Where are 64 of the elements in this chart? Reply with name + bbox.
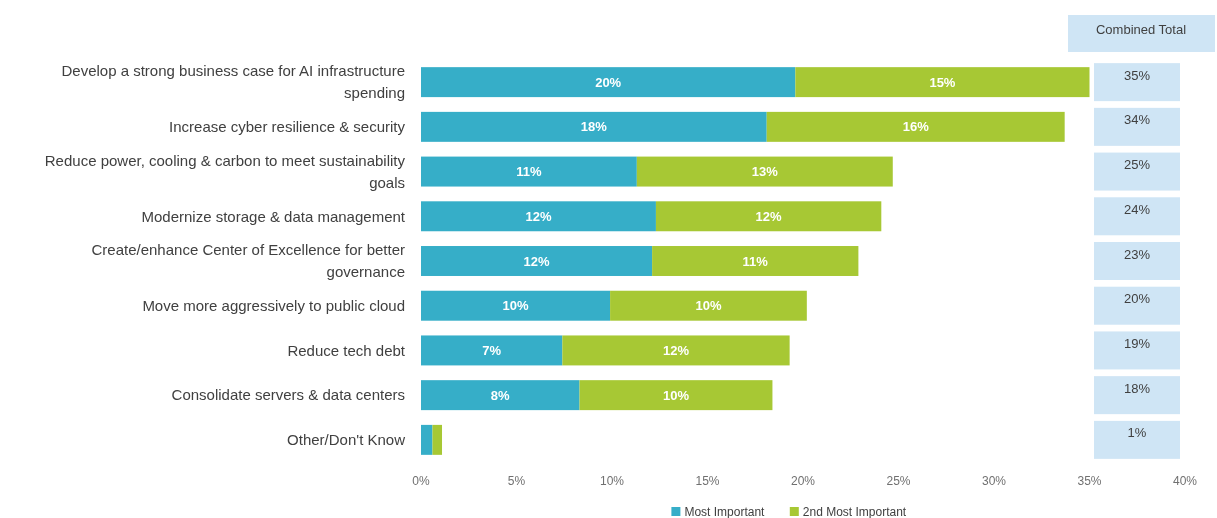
x-tick-label: 40% (1172, 474, 1198, 489)
annotation: 23% (1123, 246, 1151, 262)
x-tick-label: 0% (412, 474, 430, 489)
annotation: 34% (1123, 112, 1151, 128)
x-tick-label: 5% (507, 474, 526, 489)
bar (795, 67, 1090, 98)
y-tick-label: Increase cyber resilience & security (169, 118, 406, 136)
bar (766, 111, 1065, 142)
x-tick-label: 20% (790, 474, 816, 489)
annotation: 19% (1123, 335, 1151, 351)
bar (562, 335, 790, 366)
bar (421, 156, 637, 187)
data-label: 12% (523, 253, 550, 269)
x-tick-label: 10% (599, 474, 625, 489)
annotation: 20% (1123, 291, 1151, 307)
x-tick-label: 15% (695, 474, 720, 489)
legend-label: Most Important (684, 505, 766, 518)
bar (421, 201, 656, 232)
bar (421, 290, 611, 321)
data-label: 11% (742, 253, 769, 269)
bar (432, 424, 443, 455)
y-tick-label: Modernize storage & data management (141, 207, 406, 225)
bar (610, 290, 807, 321)
annotation: 18% (1123, 380, 1151, 396)
y-tick-label: Reduce power, cooling & carbon to meet sustainability goals (44, 151, 406, 191)
y-tick-label: Consolidate servers & data centers (171, 386, 405, 404)
bar (421, 424, 433, 455)
data-label: 10% (502, 298, 529, 314)
bar (421, 246, 653, 276)
annotation: 25% (1123, 157, 1151, 173)
bar (636, 156, 893, 187)
data-label: 12% (755, 208, 783, 224)
text: Combined Total (1095, 21, 1187, 37)
data-label: 11% (516, 164, 542, 180)
data-label: 7% (482, 342, 502, 358)
annotation: 1% (1127, 425, 1147, 441)
bar (655, 201, 882, 232)
bar (421, 380, 580, 411)
annotation: 35% (1123, 67, 1151, 83)
bar (652, 246, 859, 276)
data-label: 12% (525, 208, 552, 224)
y-tick-label: Other/Don't Know (287, 431, 406, 449)
x-tick-label: 30% (981, 474, 1007, 489)
bar (421, 111, 767, 142)
bar (421, 67, 796, 98)
data-label: 18% (580, 119, 608, 135)
data-label: 10% (695, 298, 722, 314)
bar (421, 335, 563, 366)
annotation: 24% (1123, 201, 1151, 217)
x-tick-label: 35% (1077, 474, 1102, 489)
data-label: 10% (662, 387, 690, 403)
data-label: 12% (662, 342, 690, 358)
y-tick-label: Create/enhance Center of Excellence for better governance (91, 241, 405, 281)
data-label: 8% (490, 387, 511, 403)
y-tick-label: Reduce tech debt (287, 341, 406, 359)
bar (579, 380, 773, 411)
x-tick-label: 25% (886, 474, 911, 489)
y-tick-label: Develop a strong business case for AI infrastructure spending (61, 62, 405, 102)
data-label: 16% (902, 119, 930, 135)
data-label: 20% (595, 74, 622, 90)
data-label: 13% (751, 164, 779, 180)
legend-label: 2nd Most Important (802, 505, 907, 518)
y-tick-label: Move more aggressively to public cloud (142, 296, 405, 314)
data-label: 15% (929, 74, 956, 90)
